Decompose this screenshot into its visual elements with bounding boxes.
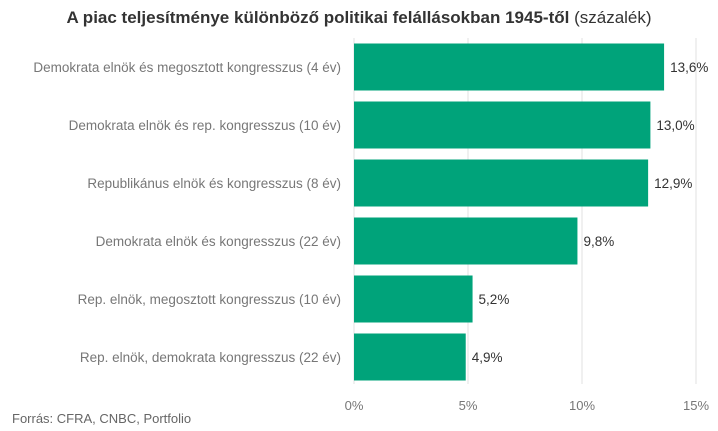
x-tick-label: 0%: [345, 398, 364, 413]
category-label: Republikánus elnök és kongresszus (8 év): [87, 176, 341, 191]
value-label: 13,6%: [670, 60, 708, 75]
bar: [354, 101, 651, 149]
x-tick-label: 15%: [683, 398, 709, 413]
category-label: Rep. elnök, megosztott kongresszus (10 é…: [78, 292, 341, 307]
grid-lines: [353, 38, 697, 384]
bars: [354, 43, 665, 381]
value-label: 9,8%: [583, 234, 614, 249]
bar: [354, 217, 578, 265]
value-label: 12,9%: [654, 176, 692, 191]
value-label: 4,9%: [472, 350, 503, 365]
category-label: Demokrata elnök és megosztott kongresszu…: [33, 60, 341, 75]
value-label: 5,2%: [479, 292, 510, 307]
bar: [354, 333, 466, 381]
category-label: Rep. elnök, demokrata kongresszus (22 év…: [80, 350, 341, 365]
bar: [354, 275, 473, 323]
x-tick-label: 5%: [459, 398, 478, 413]
chart-title-main: A piac teljesítménye különböző politikai…: [66, 8, 570, 27]
source-note: Forrás: CFRA, CNBC, Portfolio: [12, 411, 192, 426]
chart-title: A piac teljesítménye különböző politikai…: [0, 8, 718, 28]
bar: [354, 43, 665, 91]
bar: [354, 159, 649, 207]
x-tick-label: 10%: [569, 398, 595, 413]
labels: 0% 5% 10% 15% Demokrata elnök és megosztott …: [33, 60, 709, 413]
category-label: Demokrata elnök és rep. kongresszus (10 …: [69, 118, 341, 133]
value-label: 13,0%: [656, 118, 694, 133]
chart-title-unit: (százalék): [574, 8, 652, 27]
category-label: Demokrata elnök és kongresszus (22 év): [96, 234, 341, 249]
